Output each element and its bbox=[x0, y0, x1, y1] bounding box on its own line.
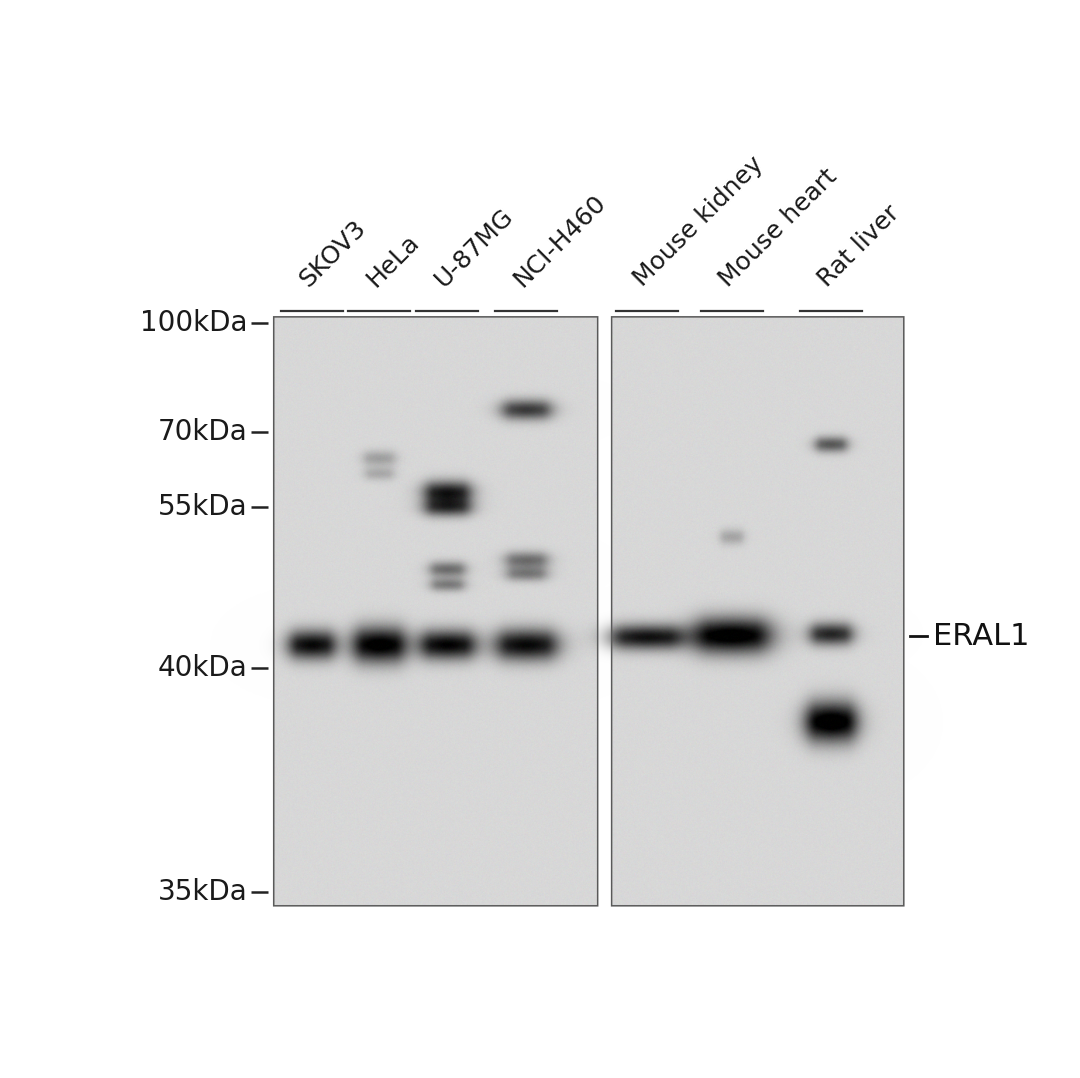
Text: Mouse heart: Mouse heart bbox=[715, 164, 842, 291]
Text: ERAL1: ERAL1 bbox=[933, 622, 1029, 650]
Text: SKOV3: SKOV3 bbox=[295, 216, 370, 291]
Text: 100kDa: 100kDa bbox=[140, 309, 247, 337]
Text: NCI-H460: NCI-H460 bbox=[510, 190, 611, 291]
Text: Mouse kidney: Mouse kidney bbox=[630, 152, 769, 291]
Text: 70kDa: 70kDa bbox=[158, 418, 247, 446]
Text: 55kDa: 55kDa bbox=[158, 493, 247, 521]
Text: Rat liver: Rat liver bbox=[814, 201, 905, 291]
Text: 35kDa: 35kDa bbox=[158, 877, 247, 906]
Text: 40kDa: 40kDa bbox=[158, 654, 247, 682]
Text: U-87MG: U-87MG bbox=[430, 204, 518, 291]
Text: HeLa: HeLa bbox=[362, 230, 424, 291]
